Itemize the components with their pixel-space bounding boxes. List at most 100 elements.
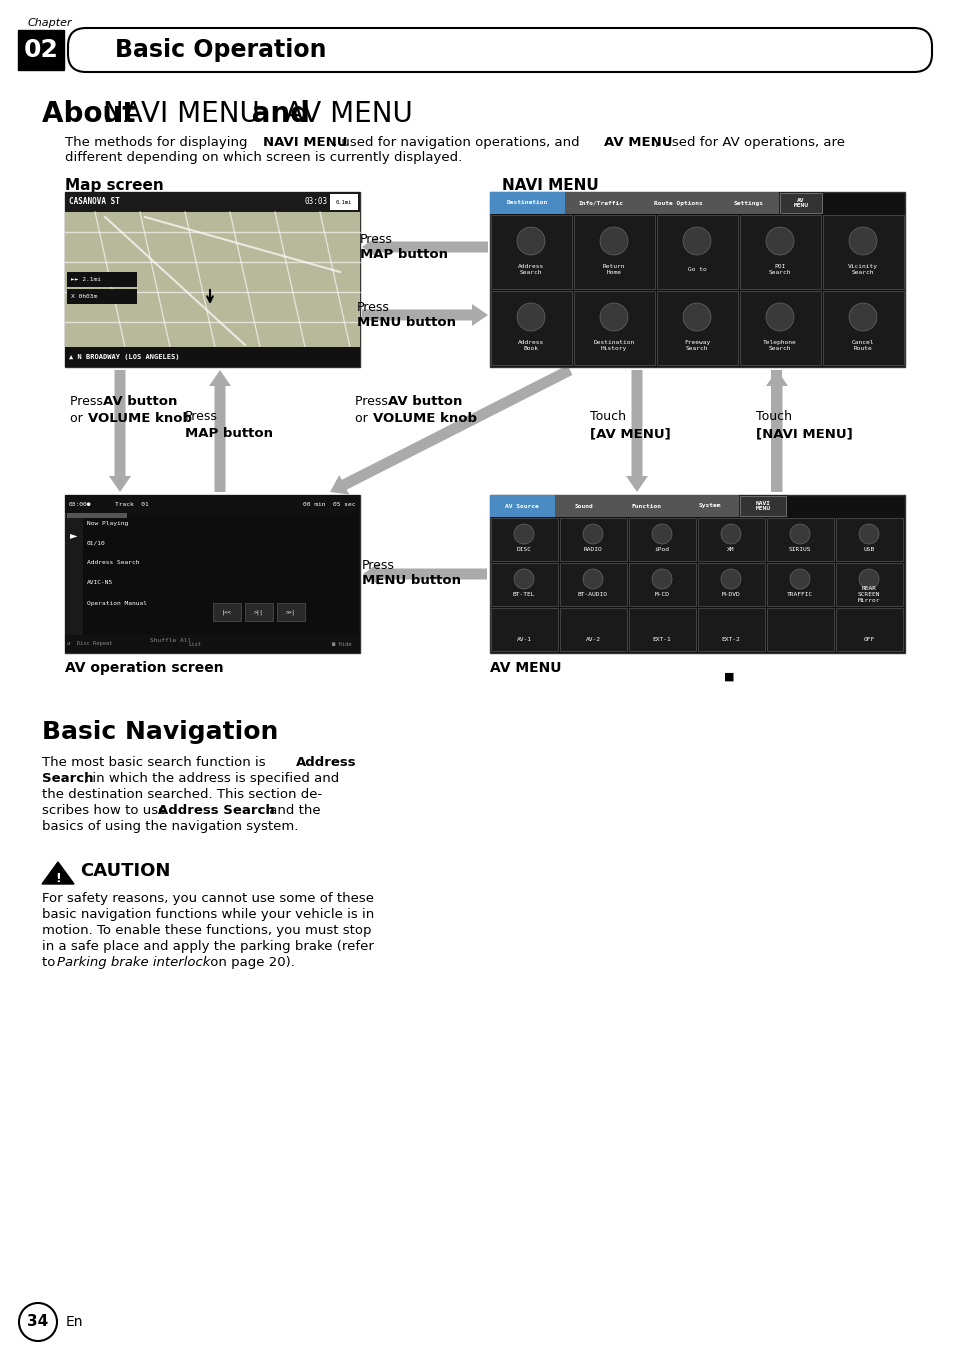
FancyBboxPatch shape: [18, 30, 64, 70]
Bar: [491, 608, 558, 652]
Text: ↺  Disc Repeat: ↺ Disc Repeat: [67, 641, 112, 646]
Text: Address
Book: Address Book: [517, 341, 543, 352]
Text: Touch: Touch: [589, 410, 625, 423]
Circle shape: [682, 303, 710, 331]
Text: Route Options: Route Options: [653, 200, 701, 206]
Text: Sound: Sound: [574, 503, 593, 508]
Bar: [739, 495, 786, 516]
Text: Basic Operation: Basic Operation: [115, 38, 326, 62]
Text: Touch: Touch: [755, 410, 791, 423]
Text: ►: ►: [71, 530, 77, 539]
Text: AV-2: AV-2: [585, 637, 599, 642]
Bar: [65, 635, 359, 653]
Text: Map screen: Map screen: [65, 178, 164, 193]
Circle shape: [19, 1303, 57, 1341]
Circle shape: [682, 227, 710, 256]
Text: Track  01: Track 01: [115, 502, 149, 507]
Polygon shape: [361, 304, 488, 326]
Bar: [276, 603, 305, 621]
Text: Freeway
Search: Freeway Search: [683, 341, 709, 352]
Text: EXT-1: EXT-1: [652, 637, 671, 642]
Text: the destination searched. This section de-: the destination searched. This section d…: [42, 788, 322, 800]
Text: XM: XM: [726, 548, 734, 552]
Text: RADIO: RADIO: [583, 548, 601, 552]
Circle shape: [848, 227, 876, 256]
Text: Address Search: Address Search: [158, 804, 274, 817]
Text: basic navigation functions while your vehicle is in: basic navigation functions while your ve…: [42, 909, 374, 921]
Bar: [490, 495, 904, 653]
Text: AV MENU: AV MENU: [285, 100, 413, 128]
Text: [NAVI MENU]: [NAVI MENU]: [755, 427, 852, 439]
Text: Go to: Go to: [687, 266, 705, 272]
Bar: [657, 215, 738, 289]
Bar: [65, 347, 359, 366]
Polygon shape: [765, 370, 787, 492]
Bar: [766, 608, 833, 652]
Text: OFF: OFF: [862, 637, 874, 642]
Polygon shape: [109, 370, 131, 492]
Text: Cancel
Route: Cancel Route: [851, 341, 873, 352]
Polygon shape: [361, 237, 488, 258]
Bar: [559, 562, 626, 606]
Polygon shape: [625, 370, 647, 492]
Bar: [574, 215, 655, 289]
Circle shape: [582, 569, 602, 589]
Text: 03:03: 03:03: [305, 197, 328, 207]
Text: TRAFFIC: TRAFFIC: [786, 592, 812, 596]
Text: Address Search: Address Search: [87, 561, 139, 565]
Circle shape: [599, 227, 627, 256]
Text: AV Source: AV Source: [504, 503, 538, 508]
Text: SIRIUS: SIRIUS: [788, 548, 810, 552]
Text: M-CD: M-CD: [654, 592, 669, 596]
Text: Destination
History: Destination History: [593, 341, 634, 352]
Text: [AV MENU]: [AV MENU]: [589, 427, 670, 439]
Text: AV-1: AV-1: [516, 637, 531, 642]
Text: USB: USB: [862, 548, 874, 552]
Text: REAR
SCREEN
Mirror: REAR SCREEN Mirror: [857, 587, 880, 603]
Text: Function: Function: [631, 503, 661, 508]
Text: on page 20).: on page 20).: [206, 956, 294, 969]
Text: AV
MENU: AV MENU: [793, 197, 807, 208]
Text: , used for navigation operations, and: , used for navigation operations, and: [333, 137, 583, 149]
Bar: [65, 518, 83, 653]
Text: |<<: |<<: [222, 610, 232, 615]
Circle shape: [514, 525, 534, 544]
Text: POI
Search: POI Search: [768, 264, 790, 274]
Text: CAUTION: CAUTION: [80, 863, 171, 880]
Bar: [491, 215, 572, 289]
Polygon shape: [771, 370, 781, 492]
Bar: [822, 291, 903, 365]
Polygon shape: [209, 370, 231, 492]
Circle shape: [582, 525, 602, 544]
Text: Vicinity
Search: Vicinity Search: [847, 264, 877, 274]
Text: MENU button: MENU button: [361, 575, 460, 587]
Bar: [65, 192, 359, 212]
Text: For safety reasons, you cannot use some of these: For safety reasons, you cannot use some …: [42, 892, 374, 904]
Bar: [698, 562, 764, 606]
Text: Telephone
Search: Telephone Search: [762, 341, 796, 352]
Text: CASANOVA ST: CASANOVA ST: [69, 197, 120, 207]
Bar: [564, 192, 637, 214]
Text: BT-TEL: BT-TEL: [512, 592, 535, 596]
Bar: [574, 291, 655, 365]
Text: , used for AV operations, are: , used for AV operations, are: [655, 137, 844, 149]
Text: Shuffle All: Shuffle All: [150, 638, 191, 644]
Text: MAP button: MAP button: [185, 427, 273, 439]
Text: The most basic search function is: The most basic search function is: [42, 756, 270, 769]
Bar: [628, 562, 696, 606]
Circle shape: [599, 303, 627, 331]
Text: MAP button: MAP button: [359, 247, 448, 261]
Text: About: About: [42, 100, 145, 128]
Bar: [740, 291, 821, 365]
Bar: [835, 562, 902, 606]
Text: >||: >||: [253, 610, 264, 615]
Text: and: and: [242, 100, 319, 128]
Bar: [491, 518, 558, 561]
Circle shape: [651, 525, 671, 544]
Text: VOLUME knob: VOLUME knob: [373, 412, 476, 425]
Text: AV operation screen: AV operation screen: [65, 661, 223, 675]
Text: , in which the address is specified and: , in which the address is specified and: [84, 772, 339, 786]
Bar: [490, 192, 564, 214]
Text: scribes how to use: scribes how to use: [42, 804, 171, 817]
Text: Operation Manual: Operation Manual: [87, 600, 147, 606]
